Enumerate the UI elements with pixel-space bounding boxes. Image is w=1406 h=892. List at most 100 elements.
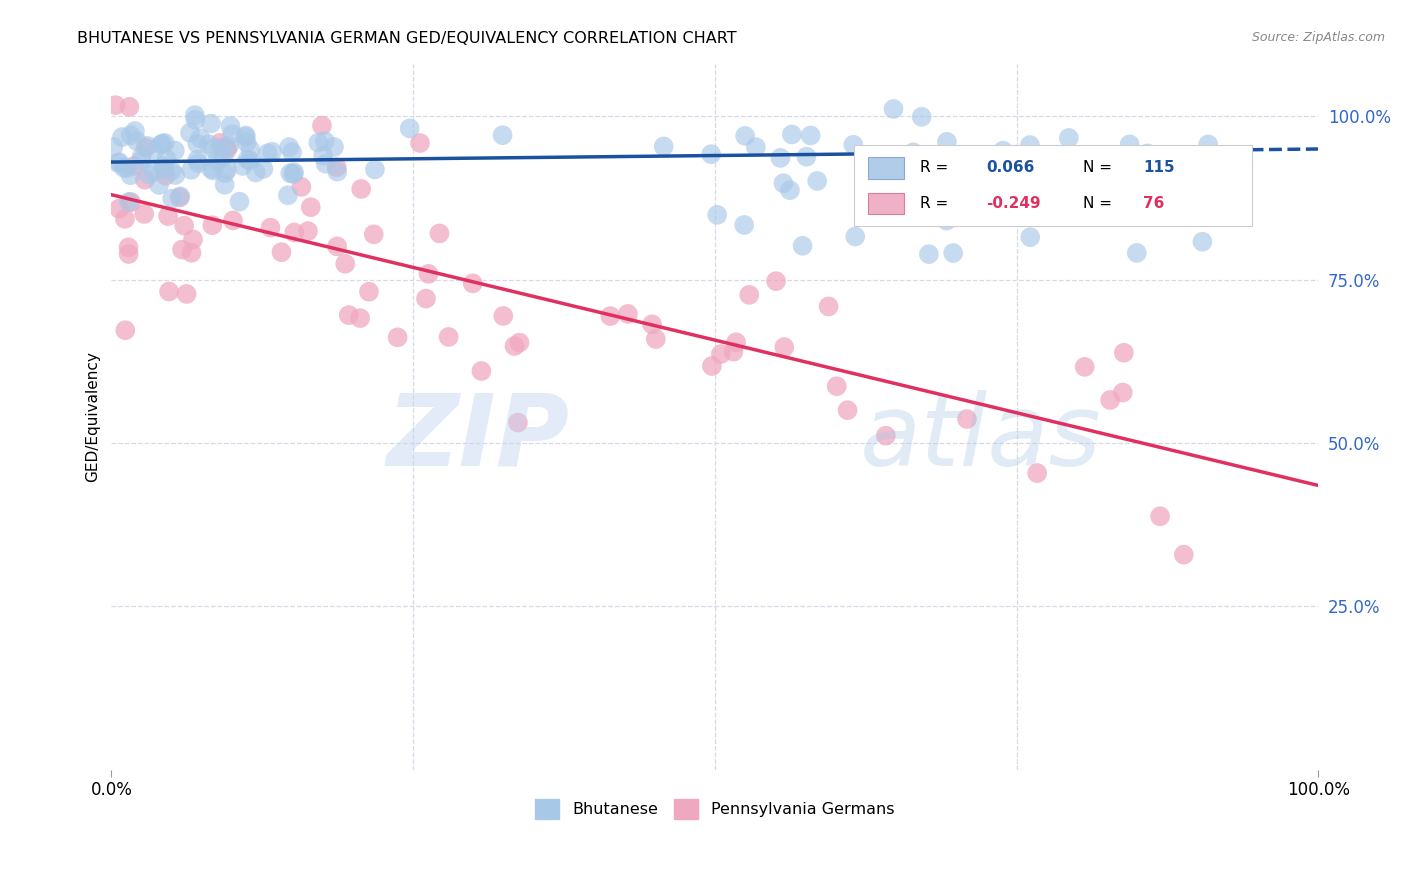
Point: [150, 136, 173, 151]
Point: [163, 144, 186, 158]
Point: [734, 128, 756, 143]
Point: [745, 140, 768, 154]
Point: [239, 143, 262, 157]
Point: [180, 245, 202, 260]
Point: [772, 176, 794, 190]
Point: [508, 335, 530, 350]
Point: [903, 145, 925, 160]
Point: [780, 128, 803, 142]
Point: [239, 153, 262, 168]
Point: [134, 207, 156, 221]
Point: [162, 192, 184, 206]
Point: [160, 163, 183, 178]
Point: [837, 403, 859, 417]
Point: [503, 339, 526, 353]
Point: [114, 211, 136, 226]
Point: [153, 136, 176, 150]
Point: [326, 164, 349, 178]
Point: [398, 121, 420, 136]
Point: [461, 277, 484, 291]
Point: [108, 155, 131, 169]
Point: [278, 166, 301, 180]
Point: [1149, 509, 1171, 524]
Point: [911, 110, 934, 124]
Point: [122, 159, 145, 173]
Point: [120, 168, 142, 182]
Point: [773, 340, 796, 354]
Point: [107, 156, 129, 170]
Point: [935, 213, 957, 227]
Text: atlas: atlas: [859, 390, 1101, 486]
Point: [205, 153, 228, 168]
Point: [134, 141, 156, 155]
Point: [311, 119, 333, 133]
Point: [138, 168, 160, 182]
Point: [197, 137, 219, 152]
Point: [173, 219, 195, 233]
Point: [120, 195, 142, 210]
Point: [956, 412, 979, 426]
Point: [262, 145, 284, 159]
Bar: [868, 193, 904, 214]
Point: [278, 140, 301, 154]
Text: 76: 76: [1143, 196, 1164, 211]
Point: [896, 163, 918, 178]
Text: BHUTANESE VS PENNSYLVANIA GERMAN GED/EQUIVALENCY CORRELATION CHART: BHUTANESE VS PENNSYLVANIA GERMAN GED/EQU…: [77, 31, 737, 46]
Point: [180, 162, 202, 177]
Point: [792, 239, 814, 253]
Point: [169, 189, 191, 203]
Point: [825, 379, 848, 393]
Point: [409, 136, 432, 150]
Text: Source: ZipAtlas.com: Source: ZipAtlas.com: [1251, 31, 1385, 45]
Point: [817, 300, 839, 314]
Point: [202, 163, 225, 178]
Point: [506, 416, 529, 430]
Point: [150, 137, 173, 152]
Point: [991, 144, 1014, 158]
Point: [883, 102, 905, 116]
Point: [1074, 182, 1097, 196]
Point: [115, 161, 138, 175]
Point: [219, 119, 242, 133]
Point: [415, 292, 437, 306]
Point: [1112, 385, 1135, 400]
Point: [325, 160, 347, 174]
Point: [277, 188, 299, 202]
Point: [136, 139, 159, 153]
Point: [270, 245, 292, 260]
Point: [215, 140, 238, 154]
Point: [326, 239, 349, 253]
Point: [641, 318, 664, 332]
Point: [315, 157, 337, 171]
Point: [176, 287, 198, 301]
Point: [349, 311, 371, 326]
Point: [217, 142, 239, 156]
Point: [118, 194, 141, 209]
Point: [181, 232, 204, 246]
Point: [201, 218, 224, 232]
Point: [103, 140, 125, 154]
Point: [169, 190, 191, 204]
Point: [259, 220, 281, 235]
Point: [120, 128, 142, 143]
Point: [725, 335, 748, 350]
Point: [118, 247, 141, 261]
Point: [111, 130, 134, 145]
Point: [142, 164, 165, 178]
Point: [1112, 345, 1135, 359]
Point: [470, 364, 492, 378]
Point: [1026, 466, 1049, 480]
Point: [134, 172, 156, 186]
Point: [152, 159, 174, 173]
Point: [988, 153, 1011, 168]
Point: [118, 100, 141, 114]
Point: [283, 165, 305, 179]
Point: [710, 347, 733, 361]
Point: [157, 285, 180, 299]
Point: [235, 130, 257, 145]
Point: [733, 218, 755, 232]
Point: [297, 224, 319, 238]
Point: [706, 208, 728, 222]
Point: [131, 153, 153, 168]
Point: [235, 128, 257, 143]
